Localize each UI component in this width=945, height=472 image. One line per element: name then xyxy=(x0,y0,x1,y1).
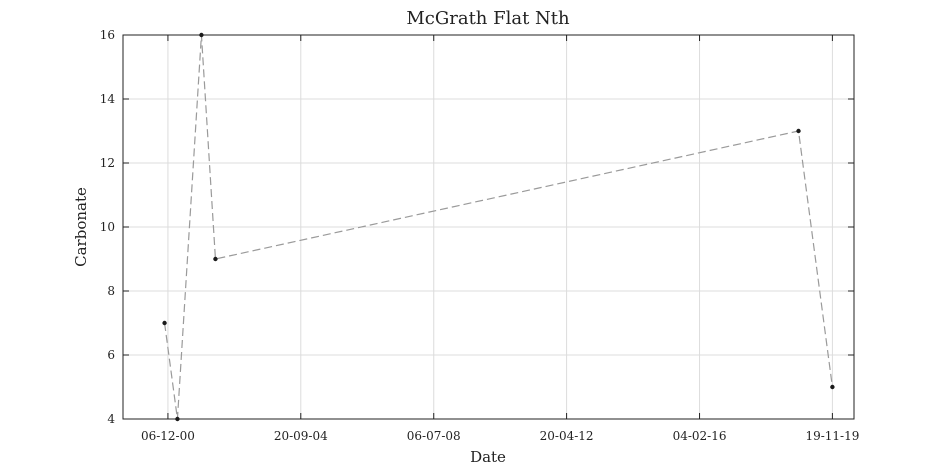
ticks xyxy=(123,34,854,420)
y-tick-label: 4 xyxy=(107,412,115,426)
series xyxy=(162,32,835,422)
x-tick-label: 04-02-16 xyxy=(673,429,727,443)
y-axis-label: Carbonate xyxy=(72,187,90,267)
data-point xyxy=(213,256,218,262)
chart-title: McGrath Flat Nth xyxy=(406,8,570,29)
tick-labels: 4 6 8 10 12 14 16 06-12-00 20-09-04 06-07-08 20-04… xyxy=(100,28,860,443)
x-tick-label: 20-09-04 xyxy=(274,429,328,443)
x-tick-label: 19-11-19 xyxy=(805,429,859,443)
y-tick-label: 14 xyxy=(100,92,116,106)
y-tick-label: 12 xyxy=(100,156,115,170)
y-tick-label: 16 xyxy=(100,28,115,42)
y-tick-label: 10 xyxy=(100,220,115,234)
y-tick-label: 6 xyxy=(107,348,115,362)
x-axis-label: Date xyxy=(470,448,506,466)
data-point xyxy=(162,320,167,326)
data-point xyxy=(796,128,801,134)
data-point xyxy=(830,384,835,390)
data-point xyxy=(175,416,180,422)
data-point xyxy=(199,32,204,38)
x-tick-label: 06-07-08 xyxy=(407,429,461,443)
x-tick-label: 20-04-12 xyxy=(540,429,594,443)
series-line xyxy=(163,34,833,420)
x-tick-label: 06-12-00 xyxy=(141,429,195,443)
grid xyxy=(123,34,854,420)
y-tick-label: 8 xyxy=(107,284,115,298)
